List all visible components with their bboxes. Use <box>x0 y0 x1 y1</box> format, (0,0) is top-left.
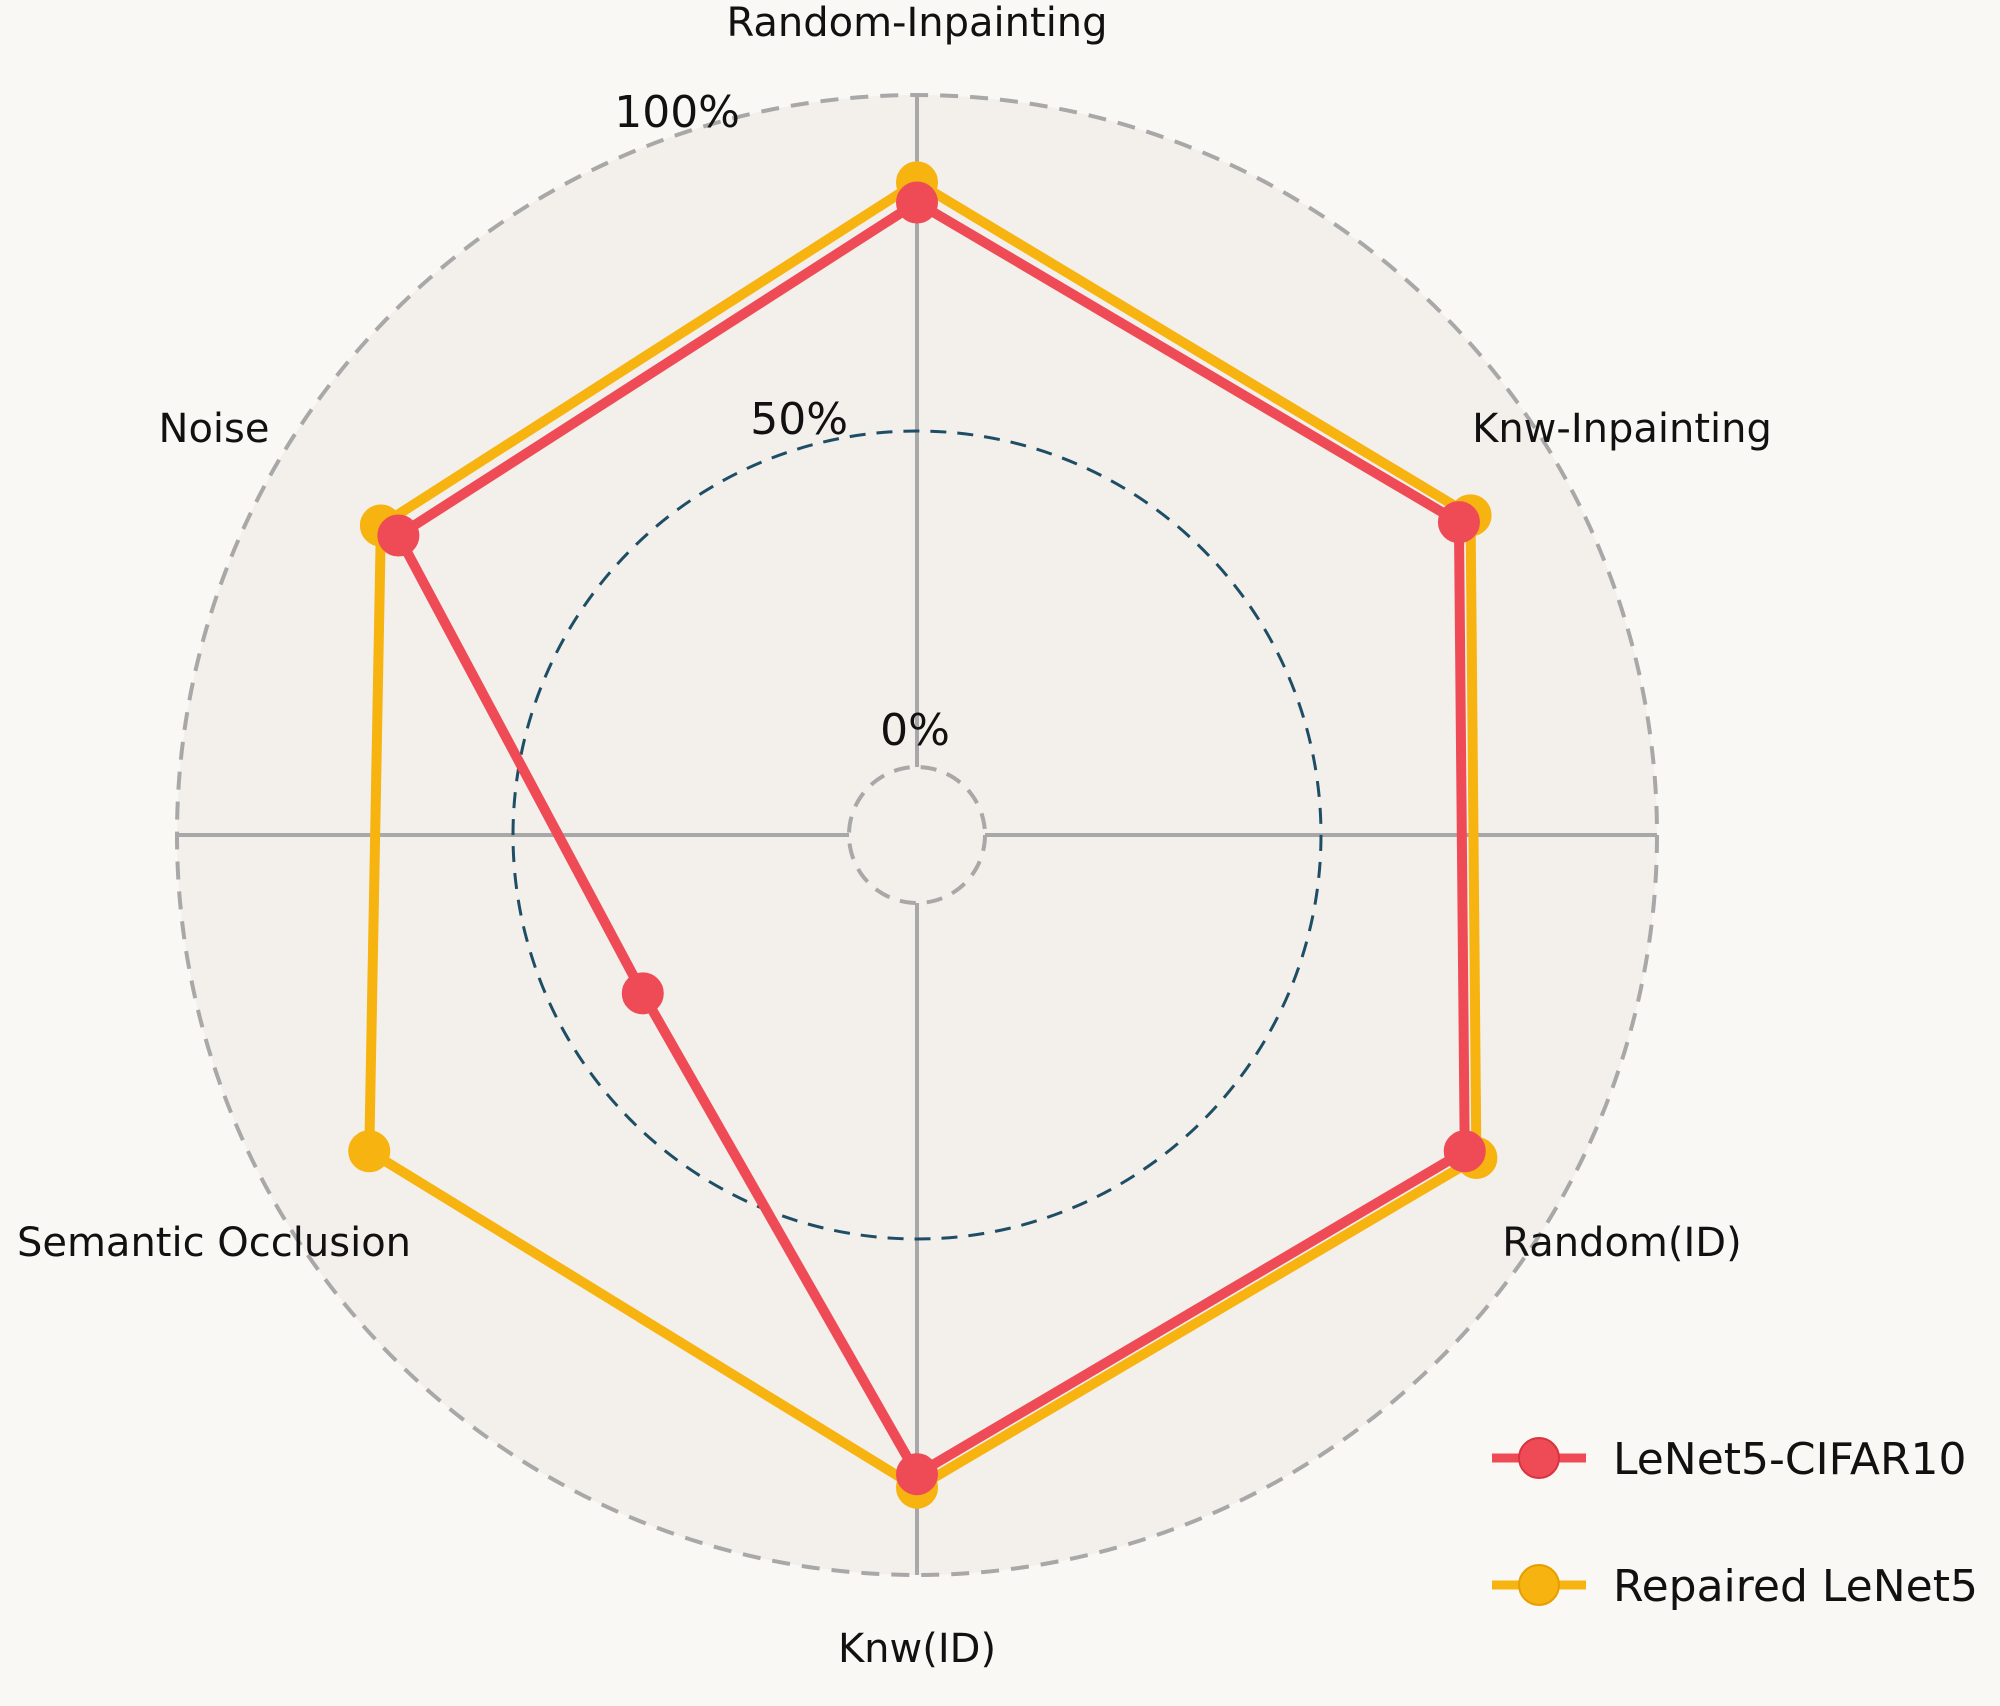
legend: LeNet5-CIFAR10 Repaired LeNet5 <box>1492 1434 1978 1612</box>
axis-label-knw-inpainting: Knw-Inpainting <box>1472 406 1772 452</box>
point-0-3 <box>896 1453 938 1496</box>
axis-label-random-inpainting: Random-Inpainting <box>726 0 1107 46</box>
ring-0 <box>847 765 987 905</box>
ring-gridlines <box>175 93 1659 1577</box>
point-0-4 <box>621 972 664 1015</box>
point-0-1 <box>1437 501 1480 544</box>
ring-50 <box>511 429 1323 1241</box>
axis-label-knw-id: Knw(ID) <box>838 1626 996 1672</box>
legend-marker-lenet5 <box>1518 1437 1560 1479</box>
series-layer <box>348 161 1498 1509</box>
series-0 <box>377 181 1486 1496</box>
point-0-0 <box>896 181 938 224</box>
ring-label-0: 0% <box>880 705 950 756</box>
axis-label-noise: Noise <box>159 406 270 452</box>
legend-marker-repaired <box>1518 1564 1560 1606</box>
plot-area <box>177 95 1657 1575</box>
point-0-5 <box>377 514 420 557</box>
point-0-2 <box>1443 1130 1486 1173</box>
legend-label-lenet5: LeNet5-CIFAR10 <box>1613 1434 1967 1485</box>
ring-100 <box>175 93 1659 1577</box>
axis-label-semantic-occlusion: Semantic Occlusion <box>17 1220 411 1266</box>
point-1-4 <box>348 1130 391 1173</box>
ring-label-100: 100% <box>614 87 740 138</box>
axis-label-random-id: Random(ID) <box>1502 1220 1741 1266</box>
legend-label-repaired: Repaired LeNet5 <box>1613 1561 1978 1612</box>
ring-label-50: 50% <box>750 394 848 445</box>
